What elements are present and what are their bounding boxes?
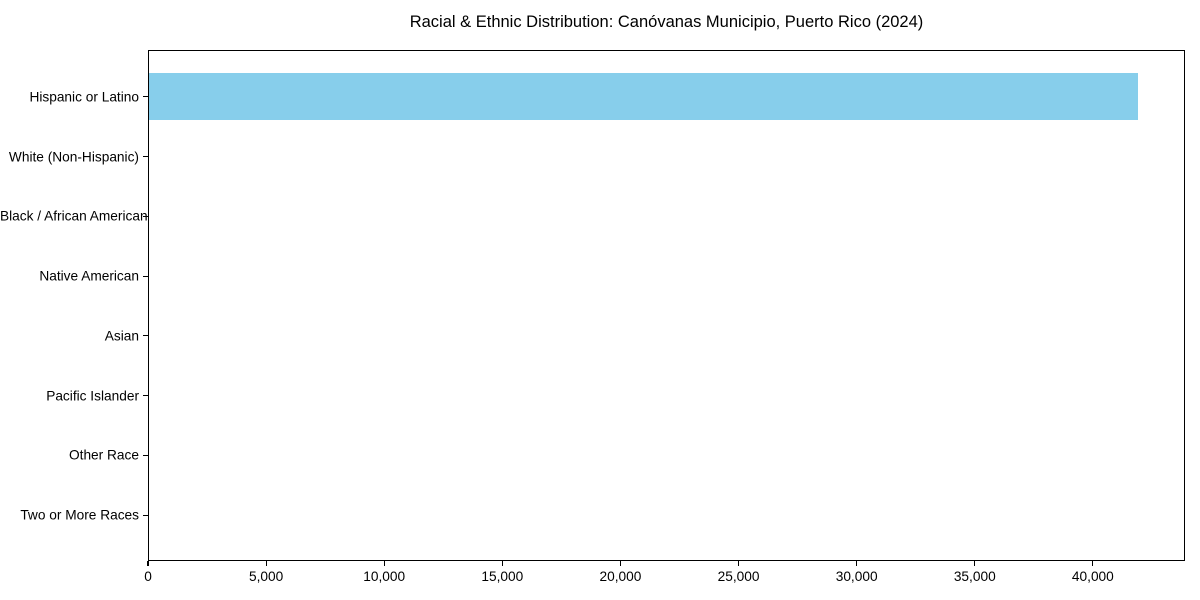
x-tick <box>856 561 858 566</box>
x-tick <box>501 561 503 566</box>
y-tick-label-white-non-hispanic: White (Non-Hispanic) <box>8 149 139 165</box>
y-tick-label-native-american: Native American <box>39 268 139 284</box>
x-tick-label-5-000: 5,000 <box>248 569 284 584</box>
y-tick-label-pacific-islander: Pacific Islander <box>46 388 139 404</box>
y-tick <box>143 395 148 397</box>
y-tick <box>143 275 148 277</box>
y-tick <box>143 514 148 516</box>
y-tick-label-hispanic-or-latino: Hispanic or Latino <box>29 89 139 105</box>
plot-area <box>148 50 1185 561</box>
y-tick-label-asian: Asian <box>104 328 139 344</box>
chart-title: Racial & Ethnic Distribution: Canóvanas … <box>409 13 924 31</box>
y-tick-label-black-african-american: Black / African American <box>0 208 148 224</box>
x-tick <box>737 561 740 566</box>
bar-hispanic-or-latino <box>149 73 1138 121</box>
x-tick <box>974 561 976 566</box>
y-tick-label-two-or-more-races: Two or More Races <box>20 507 139 523</box>
x-tick <box>147 561 149 566</box>
x-tick <box>619 561 622 566</box>
x-tick-label-20-000: 20,000 <box>599 569 642 584</box>
x-tick-label-15-000: 15,000 <box>481 569 524 584</box>
y-tick-label-other-race: Other Race <box>69 447 139 463</box>
x-tick-label-25-000: 25,000 <box>717 569 760 584</box>
y-tick <box>143 156 148 158</box>
y-tick <box>143 454 148 456</box>
x-tick-label-30-000: 30,000 <box>835 569 878 584</box>
y-tick <box>143 335 148 337</box>
x-tick-label-0: 0 <box>144 569 152 584</box>
x-tick-label-10-000: 10,000 <box>363 569 406 584</box>
x-tick <box>1092 561 1094 566</box>
x-tick-label-40-000: 40,000 <box>1071 569 1114 584</box>
x-tick <box>265 561 267 566</box>
y-tick <box>143 215 148 217</box>
x-tick <box>383 561 385 566</box>
y-tick <box>143 96 148 98</box>
x-tick-label-35-000: 35,000 <box>953 569 996 584</box>
